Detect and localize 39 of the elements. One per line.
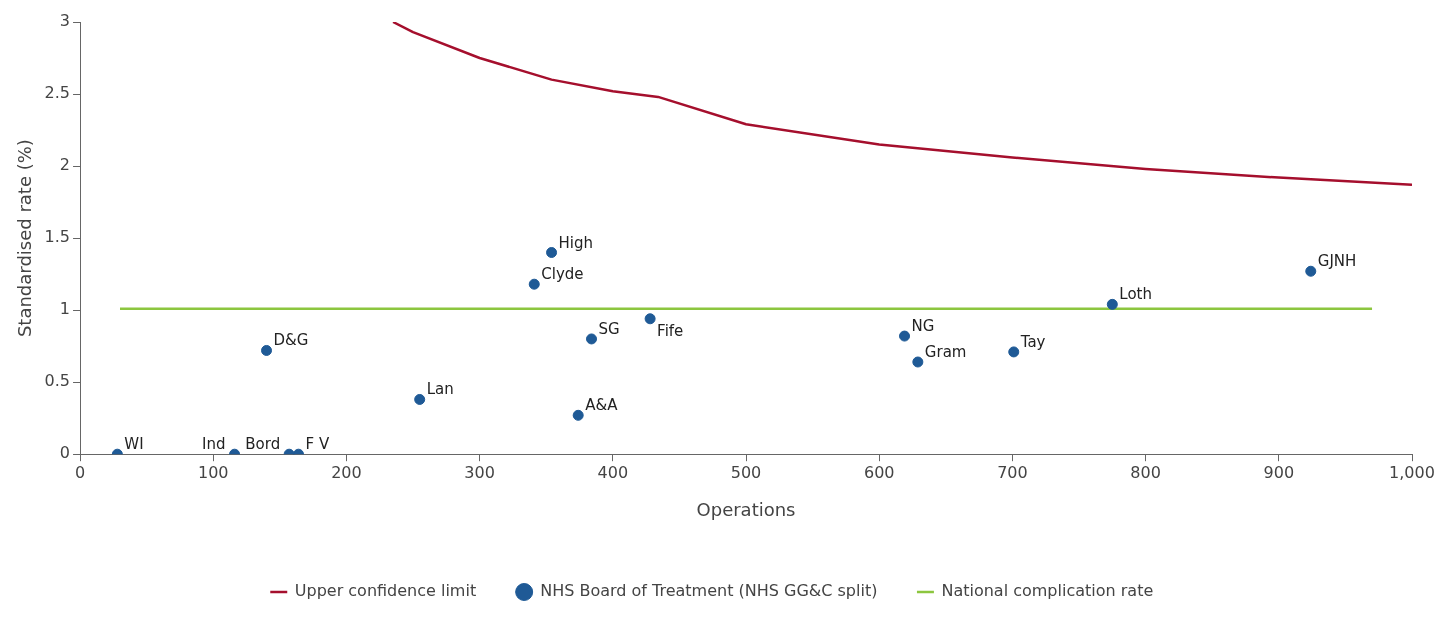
annotation: Ind	[202, 435, 226, 454]
y-tick-label: 2	[59, 155, 71, 175]
annotation: D&G	[273, 331, 309, 350]
x-tick-label: 500	[730, 462, 762, 482]
annotation: NG	[911, 317, 935, 336]
x-tick-label: 600	[863, 462, 895, 482]
annotation: Bord	[245, 435, 281, 454]
x-tick-label: 800	[1130, 462, 1161, 482]
y-axis-title: Standardised rate (%)	[14, 139, 36, 338]
x-tick-label: 200	[331, 462, 362, 482]
y-tick-label: 2.5	[44, 83, 71, 103]
y-tick-label: 1.5	[44, 227, 71, 247]
x-tick-label: 400	[597, 462, 629, 482]
annotation: A&A	[585, 396, 619, 415]
annotation: SG	[598, 319, 620, 338]
y-tick-label: 1	[59, 299, 71, 319]
x-tick-label: 1,000	[1389, 462, 1435, 482]
y-tick-label: 0.5	[44, 371, 71, 391]
y-tick-label: 0	[59, 443, 71, 463]
legend-label: Upper confidence limit	[294, 581, 477, 601]
annotation: High	[558, 233, 594, 252]
annotation: Tay	[1019, 332, 1046, 351]
annotation: Clyde	[541, 265, 584, 284]
x-tick-label: 300	[464, 462, 495, 482]
x-tick-label: 0	[74, 462, 86, 482]
annotation: Loth	[1119, 285, 1152, 304]
legend-label: NHS Board of Treatment (NHS GG&C split)	[540, 581, 878, 601]
x-tick-label: 700	[997, 462, 1028, 482]
x-tick-label: 100	[197, 462, 229, 482]
annotation: WI	[124, 435, 144, 454]
x-axis-title: Operations	[696, 498, 796, 520]
annotation: Gram	[924, 343, 967, 361]
y-tick-label: 3	[59, 11, 71, 31]
annotation: Fife	[657, 321, 684, 340]
legend-label: National complication rate	[941, 581, 1154, 601]
annotation: F V	[305, 435, 330, 454]
annotation: Lan	[426, 380, 454, 399]
x-tick-label: 900	[1263, 462, 1295, 482]
annotation: GJNH	[1317, 252, 1357, 271]
